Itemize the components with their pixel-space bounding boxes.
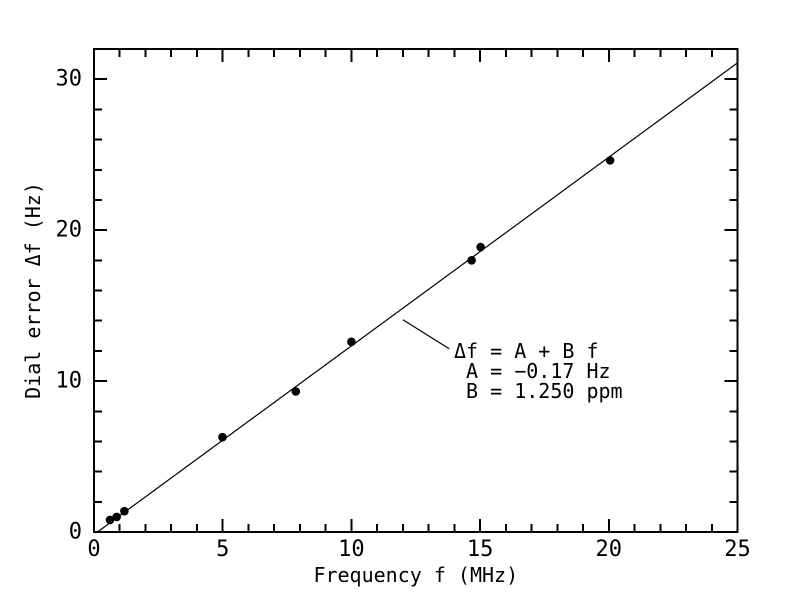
y-axis-title: Dial error Δf (Hz) xyxy=(21,182,45,399)
x-axis-tick-label: 25 xyxy=(724,537,751,562)
x-axis-tick-label: 5 xyxy=(216,537,229,562)
fit-line xyxy=(97,62,738,533)
x-axis-tick-label: 20 xyxy=(596,537,623,562)
data-point xyxy=(120,506,129,516)
data-point xyxy=(105,515,115,525)
y-axis-tick-label: 20 xyxy=(56,218,83,243)
x-axis-tick-label: 0 xyxy=(87,537,100,562)
data-point xyxy=(112,512,121,522)
plot-generated-content: 0 5 10 15 20 25 0 10 20 30 xyxy=(56,49,751,562)
data-point xyxy=(476,242,485,252)
fit-annotation: Δf = A + B f A = −0.17 Hz B = 1.250 ppm xyxy=(454,339,623,403)
x-axis-tick-label: 10 xyxy=(338,537,365,562)
y-axis-tick-label: 30 xyxy=(56,67,83,92)
data-point xyxy=(347,337,356,347)
data-point xyxy=(605,156,615,165)
y-axis-tick-label: 0 xyxy=(69,520,82,545)
data-point xyxy=(218,432,227,442)
x-axis-tick-label: 15 xyxy=(467,537,494,562)
annotation-line-2: A = −0.17 Hz xyxy=(454,359,611,383)
x-axis-title: Frequency f (MHz) xyxy=(313,563,518,587)
callout-line xyxy=(402,319,450,350)
annotation-line-3: B = 1.250 ppm xyxy=(454,379,623,403)
data-point xyxy=(291,387,301,396)
annotation-line-1: Δf = A + B f xyxy=(454,339,599,363)
y-axis-tick-label: 10 xyxy=(56,369,83,394)
data-point xyxy=(467,256,476,265)
plot-frame xyxy=(93,48,739,533)
